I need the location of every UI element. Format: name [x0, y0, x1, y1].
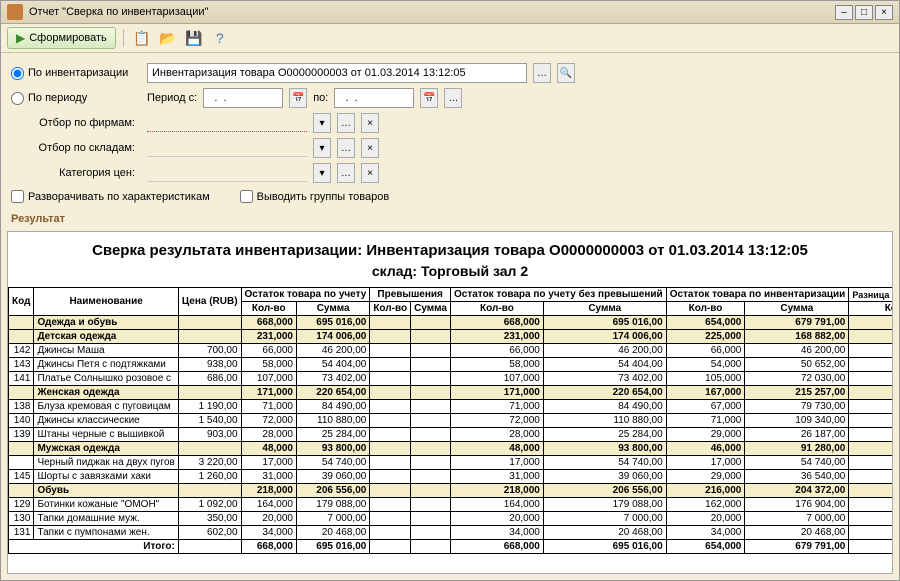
- data-row: 130Тапки домашние муж.350,0020,0007 000,…: [9, 512, 894, 526]
- generate-label: Сформировать: [29, 32, 107, 44]
- minimize-button[interactable]: –: [835, 5, 853, 20]
- period-from-field[interactable]: [203, 88, 283, 108]
- data-row: Черный пиджак на двух пугов3 220,0017,00…: [9, 456, 894, 470]
- sub-sum: Сумма: [745, 302, 849, 316]
- col-price: Цена (RUB): [178, 288, 241, 316]
- group-row: Женская одежда171,000220 654,00171,00022…: [9, 386, 894, 400]
- warehouses-field[interactable]: [147, 139, 307, 157]
- price-category-dropdown[interactable]: ▾: [313, 163, 331, 183]
- group-row: Обувь218,000206 556,00218,000206 556,002…: [9, 484, 894, 498]
- period-preset-button[interactable]: …: [444, 88, 462, 108]
- total-label: Итого:: [9, 540, 179, 554]
- firms-field[interactable]: [147, 114, 307, 132]
- data-row: 143Джинсы Петя с подтяжками938,0058,0005…: [9, 358, 894, 372]
- firms-clear[interactable]: ×: [361, 113, 379, 133]
- col-excess: Превышения: [370, 288, 451, 302]
- price-category-select[interactable]: …: [337, 163, 355, 183]
- result-section-label: Результат: [1, 209, 899, 229]
- by-inventory-radio[interactable]: [11, 67, 24, 80]
- group-row: Одежда и обувь668,000695 016,00668,00069…: [9, 316, 894, 330]
- price-category-clear[interactable]: ×: [361, 163, 379, 183]
- select-doc-button[interactable]: …: [533, 63, 551, 83]
- help-button[interactable]: ?: [209, 27, 231, 49]
- data-row: 140Джинсы классические1 540,0072,000110 …: [9, 414, 894, 428]
- period-to-label: по:: [313, 92, 328, 104]
- settings-button[interactable]: 📋: [131, 27, 153, 49]
- by-period-radio[interactable]: [11, 92, 24, 105]
- sub-sum: Сумма: [296, 302, 369, 316]
- inventory-doc-field[interactable]: [147, 63, 527, 83]
- data-row: 145Шорты с завязками хаки1 260,0031,0003…: [9, 470, 894, 484]
- data-table: Код Наименование Цена (RUB) Остаток това…: [8, 287, 893, 554]
- period-to-field[interactable]: [334, 88, 414, 108]
- expand-chars-label: Разворачивать по характеристикам: [28, 191, 210, 203]
- period-from-picker[interactable]: 📅: [289, 88, 307, 108]
- folder-open-button[interactable]: 📂: [157, 27, 179, 49]
- period-to-picker[interactable]: 📅: [420, 88, 438, 108]
- data-row: 131Тапки с пумпонами жен.602,0034,00020 …: [9, 526, 894, 540]
- warehouses-select[interactable]: …: [337, 138, 355, 158]
- show-groups-label: Выводить группы товаров: [257, 191, 390, 203]
- firms-dropdown[interactable]: ▾: [313, 113, 331, 133]
- sub-sum: Сумма: [543, 302, 666, 316]
- group-row: Мужская одежда48,00093 800,0048,00093 80…: [9, 442, 894, 456]
- col-diff1: Разница (Остаток инвентаризации - остато…: [849, 288, 893, 302]
- total-row: Итого: 668,000 695 016,00 668,000 695 01…: [9, 540, 894, 554]
- expand-chars-checkbox[interactable]: [11, 190, 24, 203]
- data-row: 142Джинсы Маша700,0066,00046 200,0066,00…: [9, 344, 894, 358]
- toolbar: ▶ Сформировать 📋 📂 💾 ?: [1, 24, 899, 53]
- maximize-button[interactable]: □: [855, 5, 873, 20]
- data-row: 141Платье Солнышко розовое с686,00107,00…: [9, 372, 894, 386]
- col-stock-inv: Остаток товара по инвентаризации: [666, 288, 849, 302]
- play-icon: ▶: [16, 31, 25, 45]
- data-row: 138Блуза кремовая с пуговицам1 190,0071,…: [9, 400, 894, 414]
- by-inventory-label: По инвентаризации: [28, 67, 128, 79]
- sub-qty: Кол-во: [849, 302, 893, 316]
- sub-qty: Кол-во: [370, 302, 411, 316]
- app-icon: [7, 4, 23, 20]
- filters-panel: По инвентаризации … 🔍 По периоду Период …: [1, 53, 899, 209]
- price-category-label: Категория цен:: [11, 167, 141, 179]
- save-button[interactable]: 💾: [183, 27, 205, 49]
- data-row: 129Ботинки кожаные "ОМОН"1 092,00164,000…: [9, 498, 894, 512]
- warehouses-label: Отбор по складам:: [11, 142, 141, 154]
- generate-button[interactable]: ▶ Сформировать: [7, 27, 116, 49]
- show-groups-checkbox[interactable]: [240, 190, 253, 203]
- period-from-label: Период с:: [147, 92, 197, 104]
- report-window: Отчет "Сверка по инвентаризации" – □ × ▶…: [0, 0, 900, 581]
- price-category-field[interactable]: [147, 164, 307, 182]
- report-title: Сверка результата инвентаризации: Инвент…: [8, 232, 892, 263]
- search-doc-button[interactable]: 🔍: [557, 63, 575, 83]
- close-button[interactable]: ×: [875, 5, 893, 20]
- sub-qty: Кол-во: [451, 302, 544, 316]
- separator: [123, 29, 124, 47]
- sub-qty: Кол-во: [241, 302, 296, 316]
- firms-select[interactable]: …: [337, 113, 355, 133]
- group-row: Детская одежда231,000174 006,00231,00017…: [9, 330, 894, 344]
- warehouses-dropdown[interactable]: ▾: [313, 138, 331, 158]
- window-title: Отчет "Сверка по инвентаризации": [29, 6, 829, 18]
- col-name: Наименование: [34, 288, 178, 316]
- sub-sum: Сумма: [411, 302, 451, 316]
- report-subtitle: склад: Торговый зал 2: [8, 263, 892, 287]
- col-stock-noexc: Остаток товара по учету без превышений: [451, 288, 667, 302]
- col-stock-acct: Остаток товара по учету: [241, 288, 370, 302]
- sub-qty: Кол-во: [666, 302, 745, 316]
- by-period-label: По периоду: [28, 92, 87, 104]
- data-row: 139Штаны черные с вышивкой903,0028,00025…: [9, 428, 894, 442]
- col-code: Код: [9, 288, 34, 316]
- titlebar: Отчет "Сверка по инвентаризации" – □ ×: [1, 1, 899, 24]
- firms-label: Отбор по фирмам:: [11, 117, 141, 129]
- warehouses-clear[interactable]: ×: [361, 138, 379, 158]
- result-panel[interactable]: Сверка результата инвентаризации: Инвент…: [7, 231, 893, 574]
